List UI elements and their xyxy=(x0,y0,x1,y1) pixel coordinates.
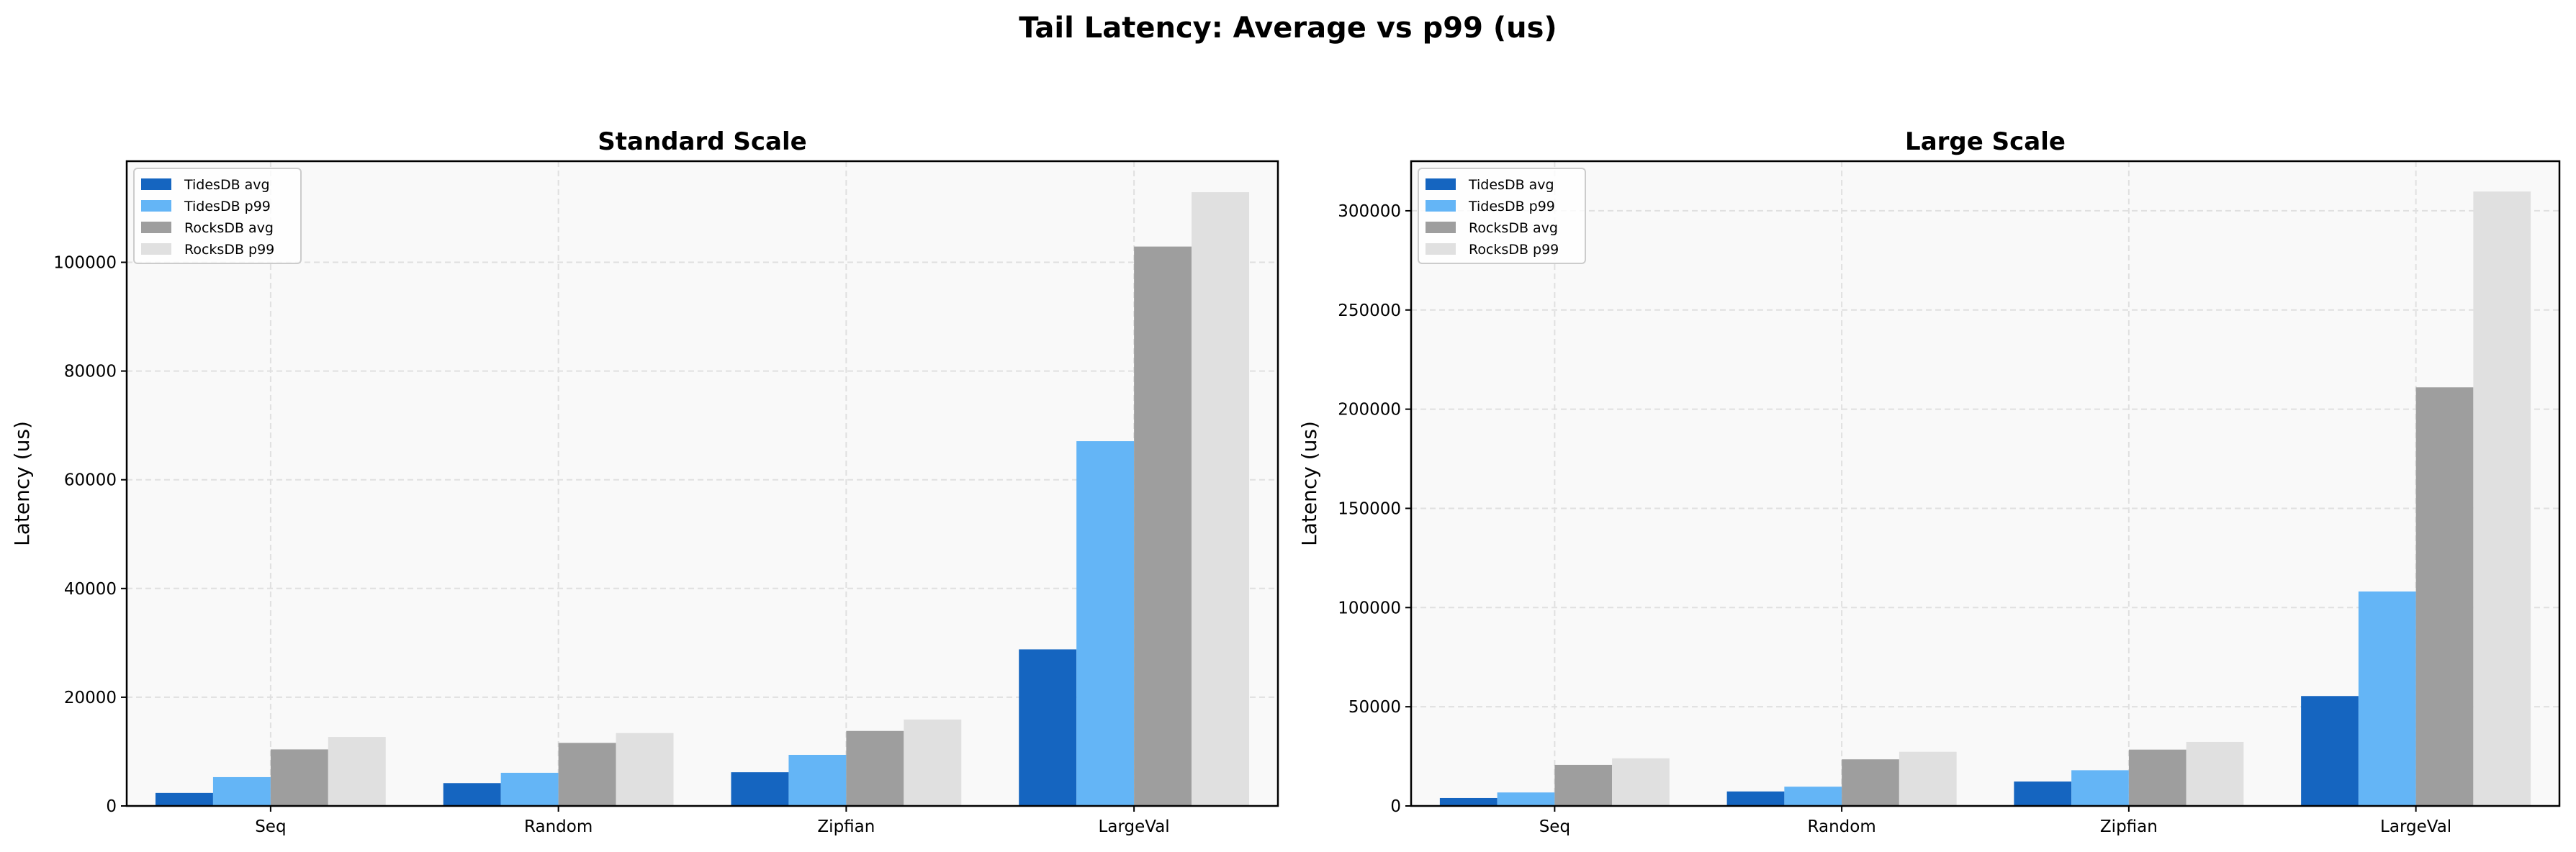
bar xyxy=(270,749,328,806)
x-tick-label: Zipfian xyxy=(817,817,875,836)
y-tick-label: 200000 xyxy=(1338,401,1401,420)
chart-large-scale: 0 50000 100000 150000 200000 250000 300000 Seq R… xyxy=(1297,127,2561,836)
y-tick-label: 100000 xyxy=(53,254,117,273)
bar xyxy=(1192,192,1250,807)
axes-frame xyxy=(1410,160,2561,807)
legend-label: TidesDB avg xyxy=(1468,177,1554,193)
bar xyxy=(212,776,271,806)
legend-swatch xyxy=(1426,243,1456,255)
bar xyxy=(1134,246,1192,806)
x-tick-label: Zipfian xyxy=(2100,817,2158,836)
bar xyxy=(1439,797,1498,806)
bar xyxy=(443,783,501,806)
legend-box xyxy=(133,168,302,264)
legend-label: RocksDB avg xyxy=(1469,220,1558,236)
x-tick-label: Random xyxy=(1808,817,1876,836)
axes-frame xyxy=(125,160,1279,807)
x-tick-label: LargeVal xyxy=(1099,817,1170,836)
x-tick-label: LargeVal xyxy=(2380,817,2451,836)
bar xyxy=(1019,649,1077,806)
bar xyxy=(2301,696,2359,806)
legend-label: RocksDB p99 xyxy=(184,242,274,258)
chart-title: Large Scale xyxy=(1905,127,2066,156)
legend-label: RocksDB p99 xyxy=(1469,242,1559,258)
legend-swatch xyxy=(1426,200,1456,212)
bar xyxy=(1899,751,1957,806)
bar xyxy=(731,772,789,806)
legend-box xyxy=(1418,168,1586,264)
bar xyxy=(1554,764,1613,806)
legend-swatch xyxy=(141,243,171,255)
y-tick-label: 20000 xyxy=(64,689,117,707)
legend: TidesDB avg TidesDB p99 RocksDB avg RocksDB… xyxy=(1418,168,1586,264)
legend-swatch xyxy=(141,222,171,233)
y-tick-label: 50000 xyxy=(1348,698,1401,717)
bar xyxy=(2014,781,2072,806)
bar xyxy=(2186,741,2244,806)
y-tick-label: 80000 xyxy=(64,363,117,381)
legend-label: RocksDB avg xyxy=(184,220,274,236)
y-tick-label: 300000 xyxy=(1338,202,1401,221)
bar xyxy=(1726,791,1785,806)
legend-swatch xyxy=(141,200,171,212)
bar xyxy=(328,737,386,806)
y-tick-label: 150000 xyxy=(1338,499,1401,518)
bar xyxy=(616,733,674,806)
bar xyxy=(2358,591,2416,806)
bar xyxy=(1076,441,1135,806)
figure-title: Tail Latency: Average vs p99 (us) xyxy=(1019,12,1557,45)
legend-swatch xyxy=(141,178,171,190)
bar xyxy=(2071,770,2129,806)
y-tick-label: 60000 xyxy=(64,471,117,490)
bar xyxy=(846,730,904,806)
bar xyxy=(904,719,962,806)
legend-label: TidesDB p99 xyxy=(1468,199,1555,214)
legend-swatch xyxy=(1426,178,1456,190)
y-axis-label: Latency (us) xyxy=(10,421,34,546)
bar xyxy=(788,754,847,806)
chart-standard-scale: 0 20000 40000 60000 80000 100000 Seq Random Zipf… xyxy=(10,127,1279,836)
bar xyxy=(2128,749,2187,806)
legend-swatch xyxy=(1426,222,1456,233)
bar xyxy=(1497,792,1555,806)
x-tick-label: Seq xyxy=(255,817,286,836)
y-tick-label: 0 xyxy=(1390,797,1401,816)
bar xyxy=(1784,787,1842,806)
bar xyxy=(2415,387,2474,806)
x-tick-label: Random xyxy=(524,817,593,836)
bar xyxy=(155,792,213,806)
bar xyxy=(2473,191,2531,806)
legend-label: TidesDB avg xyxy=(184,177,270,193)
y-tick-label: 40000 xyxy=(64,580,117,599)
y-tick-label: 100000 xyxy=(1338,599,1401,617)
bar xyxy=(558,743,616,806)
legend-label: TidesDB p99 xyxy=(184,199,271,214)
x-tick-label: Seq xyxy=(1539,817,1570,836)
bar xyxy=(1842,759,1899,806)
legend: TidesDB avg TidesDB p99 RocksDB avg RocksDB… xyxy=(133,168,302,264)
y-tick-label: 0 xyxy=(106,797,117,816)
bar xyxy=(500,772,559,806)
y-tick-label: 250000 xyxy=(1338,302,1401,320)
chart-title: Standard Scale xyxy=(598,127,806,156)
y-axis-label: Latency (us) xyxy=(1297,421,1321,546)
bar xyxy=(1612,758,1670,806)
